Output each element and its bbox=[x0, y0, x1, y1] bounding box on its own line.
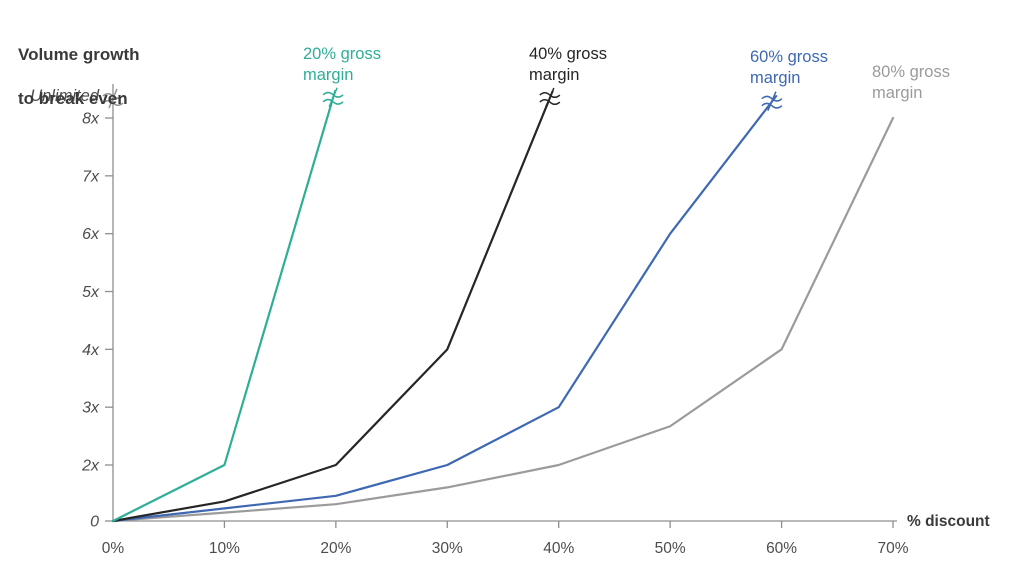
series-line-gm60 bbox=[111, 105, 770, 523]
break-marks bbox=[102, 87, 783, 111]
x-tick-label-70: 70% bbox=[877, 540, 908, 557]
series-label-gm80: 80% gross margin bbox=[872, 63, 950, 102]
series-lines bbox=[111, 89, 895, 523]
series-line-gm40 bbox=[111, 102, 549, 523]
x-tick-label-30: 30% bbox=[432, 540, 463, 557]
series-label-gm20: 20% gross margin bbox=[303, 45, 381, 84]
x-tick-label-60: 60% bbox=[766, 540, 797, 557]
x-tick-label-40: 40% bbox=[543, 540, 574, 557]
series-break-mark-gm40-lower bbox=[539, 99, 561, 106]
x-tick-label-50: 50% bbox=[655, 540, 686, 557]
y-tick-label-8x: 8x bbox=[82, 111, 100, 128]
chart-title: Volume growth to break even bbox=[18, 22, 140, 110]
y-axis-break-mark-slash bbox=[108, 88, 118, 109]
series-break-mark-gm40-upper bbox=[539, 92, 561, 99]
y-tick-label-6x: 6x bbox=[82, 226, 100, 243]
series-break-mark-gm40-slash bbox=[545, 87, 555, 108]
y-axis-break-mark-lower bbox=[102, 100, 124, 106]
x-tick-label-10: 10% bbox=[209, 540, 240, 557]
y-axis-ticks: 0 2x 3x 4x 5x 6x 7x 8x Unlimited bbox=[30, 87, 113, 531]
y-tick-label-7x: 7x bbox=[82, 168, 100, 185]
series-line-gm80 bbox=[111, 116, 895, 523]
x-tick-label-0: 0% bbox=[102, 540, 125, 557]
x-axis-ticks: 0% 10% 20% 30% 40% 50% 60% 70% bbox=[102, 521, 909, 557]
x-axis-title: % discount bbox=[907, 513, 990, 530]
y-tick-label-5x: 5x bbox=[82, 284, 100, 301]
y-tick-label-3x: 3x bbox=[82, 400, 100, 417]
y-tick-label-2x: 2x bbox=[81, 458, 100, 475]
series-label-gm40: 40% gross margin bbox=[529, 45, 607, 84]
series-break-mark-gm20-lower bbox=[322, 98, 344, 105]
x-tick-label-20: 20% bbox=[320, 540, 351, 557]
series-label-gm60: 60% gross margin bbox=[750, 48, 828, 87]
series-break-mark-gm60-lower bbox=[761, 102, 783, 109]
chart-title-line1: Volume growth bbox=[18, 45, 140, 64]
series-break-mark-gm20-slash bbox=[328, 87, 338, 108]
y-tick-label-0: 0 bbox=[90, 514, 99, 531]
y-tick-label-4x: 4x bbox=[82, 342, 100, 359]
series-break-mark-gm60-slash bbox=[767, 91, 777, 111]
y-axis-break-mark-upper bbox=[102, 93, 124, 99]
y-axis-unlimited-label: Unlimited bbox=[30, 87, 100, 105]
axes bbox=[112, 84, 897, 522]
series-break-mark-gm60-upper bbox=[761, 95, 783, 102]
series-line-gm20 bbox=[111, 102, 333, 523]
chart-title-line2: to break even bbox=[18, 89, 128, 108]
series-break-mark-gm20-upper bbox=[322, 91, 344, 98]
